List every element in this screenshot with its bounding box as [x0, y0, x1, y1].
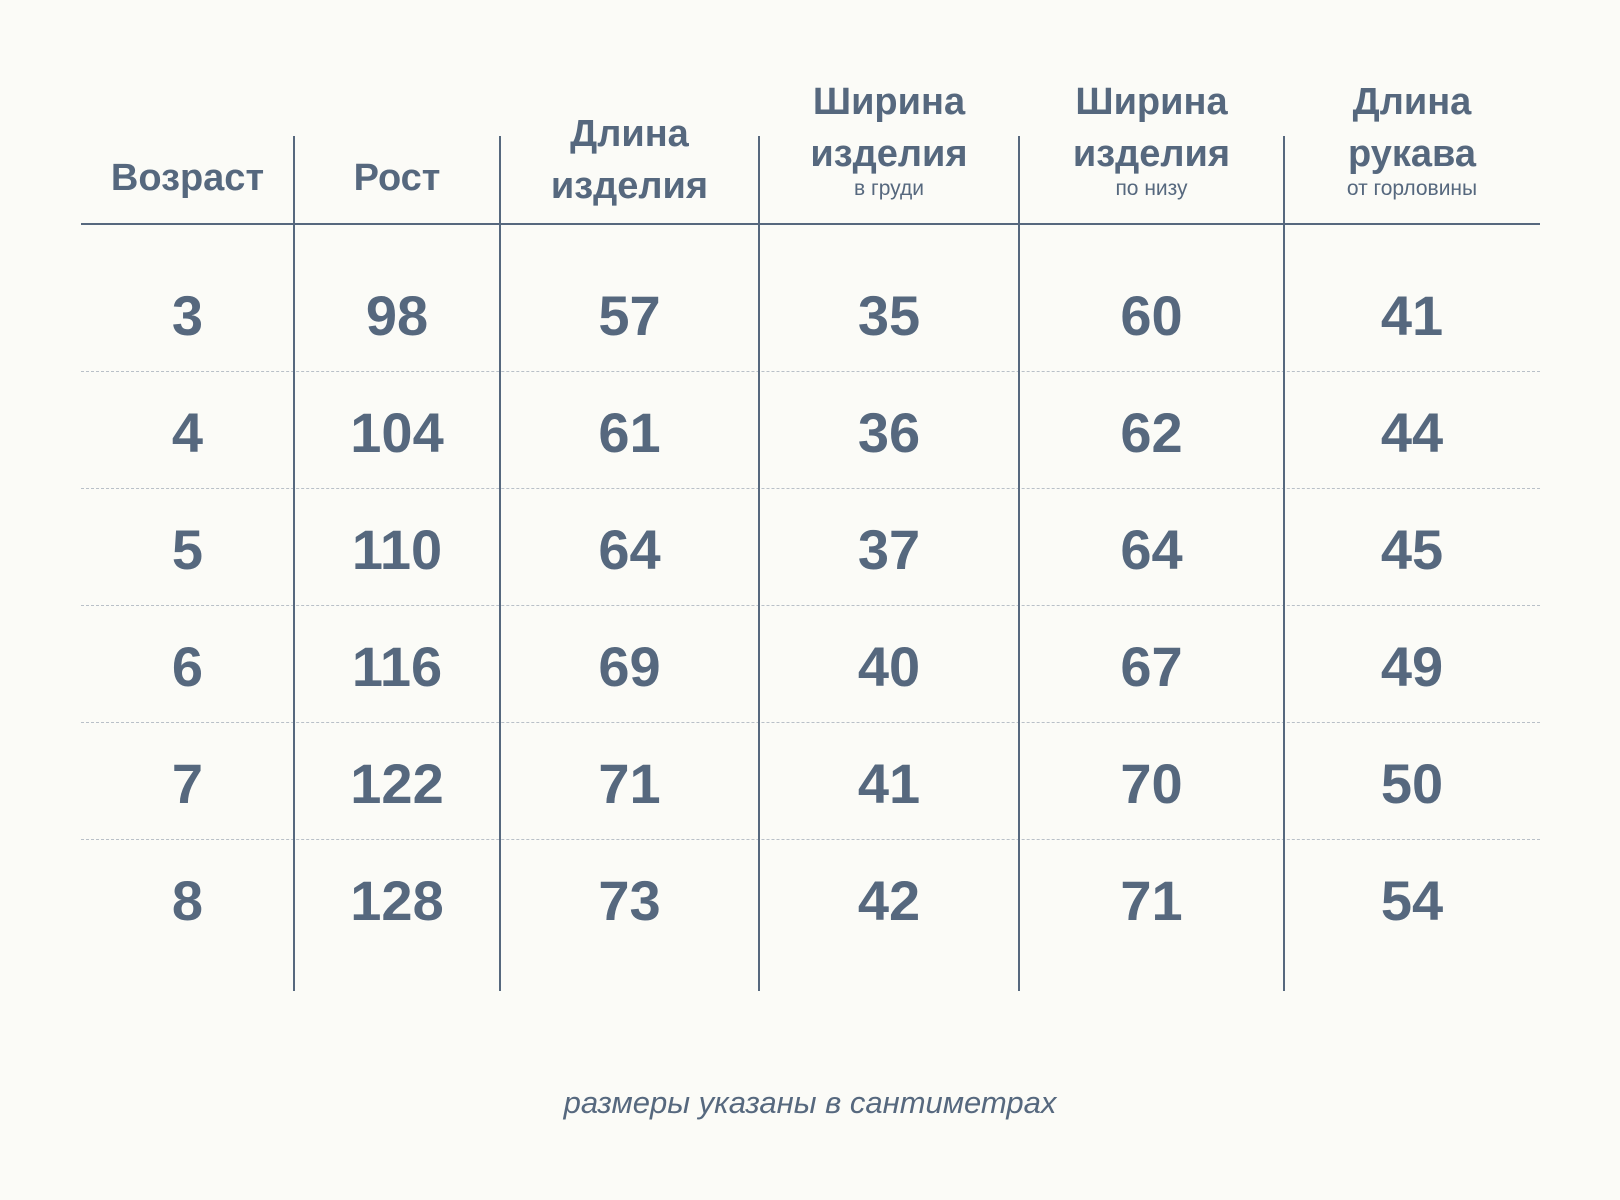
cell-height-row6: 128	[350, 869, 444, 932]
cell-sleeve-length-row5: 50	[1380, 752, 1444, 815]
column-bottom-width: Ширина изделия по низу 60 62 64 67 70 71	[1019, 0, 1284, 995]
column-divider	[293, 136, 295, 991]
cell-bottom-width-row5: 70	[1120, 752, 1183, 815]
cell-age-row6: 8	[171, 869, 204, 932]
header-age: Возраст	[81, 152, 294, 204]
row-divider	[81, 371, 1540, 372]
header-bottom-width-line1: Ширина	[1075, 81, 1228, 123]
column-sleeve-length: Длина рукава от горловины 41 44 45 49 50…	[1284, 0, 1540, 995]
column-garment-length: Длина изделия 57 61 64 69 71 73	[500, 0, 759, 995]
cell-age-row1: 3	[171, 284, 204, 347]
header-garment-length-line1: Длина	[570, 113, 689, 155]
cell-chest-width-row5: 41	[857, 752, 921, 815]
cell-sleeve-length-row4: 49	[1380, 635, 1444, 698]
cell-garment-length-row5: 71	[598, 752, 661, 815]
cell-chest-width-row4: 40	[857, 635, 921, 698]
cell-sleeve-length-row2: 44	[1380, 401, 1444, 464]
row-divider	[81, 722, 1540, 723]
header-garment-length: Длина изделия	[500, 108, 759, 212]
cell-bottom-width-row1: 60	[1120, 284, 1183, 347]
cell-garment-length-row1: 57	[598, 284, 661, 347]
header-chest-width-line1: Ширина	[812, 81, 966, 123]
cell-bottom-width-row3: 64	[1120, 518, 1183, 581]
cell-chest-width-row2: 36	[857, 401, 921, 464]
header-bottom-width-line2: изделия	[1072, 133, 1231, 175]
cell-sleeve-length-row3: 45	[1380, 518, 1444, 581]
column-divider	[1283, 136, 1285, 991]
cell-chest-width-row6: 42	[857, 869, 921, 932]
cell-bottom-width-row4: 67	[1120, 635, 1183, 698]
header-bottom-width: Ширина изделия по низу	[1019, 76, 1284, 202]
cell-sleeve-length-row6: 54	[1380, 869, 1444, 932]
header-sleeve-length: Длина рукава от горловины	[1284, 76, 1540, 202]
column-height: Рост 98 104 110 116 122 128	[294, 0, 500, 995]
header-sleeve-length-line2: рукава	[1348, 133, 1476, 175]
cell-height-row1: 98	[365, 284, 429, 347]
cell-chest-width-row3: 37	[857, 518, 921, 581]
header-sleeve-length-subtitle: от горловины	[1346, 177, 1478, 200]
header-chest-width-line2: изделия	[810, 133, 968, 175]
header-height: Рост	[294, 152, 500, 204]
header-age-label: Возраст	[110, 157, 265, 199]
row-divider	[81, 488, 1540, 489]
header-height-label: Рост	[353, 157, 441, 199]
header-sleeve-length-line1: Длина	[1352, 81, 1472, 123]
column-age: Возраст 3 4 5 6 7 8	[81, 0, 294, 995]
cell-height-row3: 110	[351, 518, 443, 581]
cell-bottom-width-row2: 62	[1120, 401, 1183, 464]
size-table: Возраст 3 4 5 6 7 8 Рост 98 104 110 116 …	[81, 0, 1540, 995]
cell-garment-length-row2: 61	[598, 401, 661, 464]
column-divider	[499, 136, 501, 991]
cell-height-row2: 104	[350, 401, 444, 464]
cell-age-row5: 7	[171, 752, 204, 815]
header-chest-width: Ширина изделия в груди	[759, 76, 1019, 202]
cell-height-row4: 116	[351, 635, 443, 698]
header-rule	[81, 223, 1540, 225]
header-bottom-width-subtitle: по низу	[1115, 177, 1188, 200]
header-chest-width-subtitle: в груди	[854, 177, 924, 200]
cell-garment-length-row4: 69	[598, 635, 661, 698]
column-chest-width: Ширина изделия в груди 35 36 37 40 41 42	[759, 0, 1019, 995]
cell-chest-width-row1: 35	[857, 284, 921, 347]
row-divider	[81, 839, 1540, 840]
row-divider	[81, 605, 1540, 606]
cell-sleeve-length-row1: 41	[1380, 284, 1444, 347]
cell-age-row4: 6	[171, 635, 204, 698]
cell-garment-length-row3: 64	[598, 518, 661, 581]
column-divider	[758, 136, 760, 991]
units-footnote: размеры указаны в сантиметрах	[563, 1085, 1057, 1120]
cell-height-row5: 122	[350, 752, 444, 815]
column-divider	[1018, 136, 1020, 991]
cell-garment-length-row6: 73	[598, 869, 661, 932]
cell-age-row3: 5	[171, 518, 204, 581]
cell-age-row2: 4	[171, 401, 204, 464]
cell-bottom-width-row6: 71	[1120, 869, 1183, 932]
header-garment-length-line2: изделия	[550, 165, 709, 207]
